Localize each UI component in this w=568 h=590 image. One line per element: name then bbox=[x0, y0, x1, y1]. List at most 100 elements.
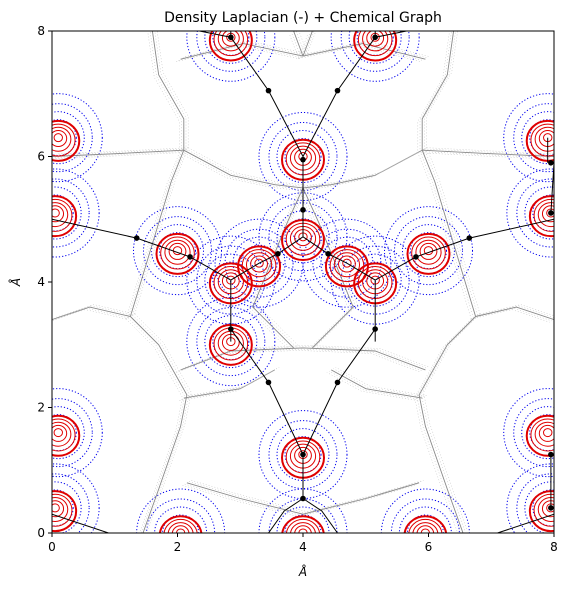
positive-contour bbox=[52, 198, 73, 232]
gradient-paths bbox=[52, 31, 554, 533]
gradient-path bbox=[127, 32, 182, 318]
positive-contour bbox=[408, 518, 443, 533]
bond-path bbox=[374, 218, 554, 281]
gradient-path bbox=[132, 315, 190, 532]
positive-contour bbox=[160, 236, 195, 270]
bond-critical-point bbox=[413, 254, 419, 260]
gradient-path bbox=[128, 317, 185, 533]
gradient-path bbox=[248, 190, 299, 351]
positive-contour bbox=[155, 232, 200, 275]
bond-critical-point bbox=[548, 451, 554, 458]
critical-points bbox=[133, 34, 554, 511]
positive-contour bbox=[158, 515, 203, 533]
positive-contour bbox=[534, 421, 554, 447]
negative-contour bbox=[258, 112, 348, 201]
bond-paths bbox=[52, 31, 554, 533]
gradient-path bbox=[424, 31, 479, 316]
negative-contour bbox=[513, 398, 554, 468]
bond-critical-point bbox=[187, 254, 193, 260]
gradient-path bbox=[132, 31, 187, 316]
negative-contour bbox=[302, 218, 392, 308]
negative-contour bbox=[52, 93, 103, 183]
bond-critical-point bbox=[548, 210, 554, 216]
positive-contour bbox=[254, 258, 264, 268]
gradient-path bbox=[426, 31, 481, 315]
negative-contour bbox=[348, 253, 402, 307]
gradient-path bbox=[307, 185, 358, 346]
gradient-separatrix bbox=[52, 306, 131, 321]
positive-contour bbox=[241, 249, 277, 283]
positive-contour bbox=[324, 245, 369, 288]
gradient-separatrix bbox=[422, 149, 554, 157]
negative-contour bbox=[516, 178, 554, 248]
bond-path bbox=[550, 162, 554, 214]
positive-contour bbox=[538, 424, 554, 442]
gradient-path bbox=[419, 32, 474, 318]
gradient-path bbox=[333, 368, 425, 398]
negative-contour bbox=[506, 463, 554, 533]
negative-contour bbox=[529, 119, 554, 157]
negative-contour bbox=[406, 514, 444, 533]
positive-contour bbox=[52, 126, 72, 152]
gradient-path bbox=[300, 188, 352, 350]
positive-contour bbox=[342, 258, 352, 268]
bond-critical-point bbox=[466, 235, 473, 241]
bond-critical-point bbox=[334, 87, 341, 94]
positive-contour bbox=[52, 490, 78, 533]
negative-contour bbox=[268, 122, 338, 191]
negative-contour bbox=[52, 388, 103, 478]
y-axis-ticks: 0 2 4 6 8 bbox=[37, 24, 52, 540]
negative-contour bbox=[196, 245, 266, 315]
negative-contour bbox=[394, 216, 463, 286]
gradient-path bbox=[125, 33, 180, 320]
positive-contour bbox=[294, 525, 312, 533]
gradient-path bbox=[417, 152, 550, 160]
positive-contour bbox=[537, 202, 554, 228]
y-tick-label: 0 bbox=[37, 526, 45, 540]
negative-contour bbox=[52, 463, 100, 533]
positive-contour bbox=[52, 503, 60, 513]
positive-contour bbox=[52, 493, 73, 527]
positive-contour bbox=[168, 242, 187, 260]
gradient-path bbox=[326, 372, 418, 401]
y-tick-label: 8 bbox=[37, 24, 45, 38]
bond-critical-point bbox=[372, 326, 378, 332]
negative-contour bbox=[398, 506, 452, 533]
positive-contour bbox=[419, 242, 438, 260]
gradient-path bbox=[304, 186, 356, 347]
positive-contour bbox=[528, 195, 554, 238]
bond-path bbox=[302, 31, 376, 157]
x-tick-label: 8 bbox=[550, 540, 558, 554]
gradient-path bbox=[328, 370, 421, 400]
gradient-separatrix bbox=[252, 187, 304, 349]
negative-contour bbox=[52, 489, 74, 527]
gradient-separatrix bbox=[186, 482, 420, 515]
bond-critical-point bbox=[300, 495, 306, 502]
negative-contour bbox=[410, 232, 447, 270]
negative-contour bbox=[284, 514, 322, 533]
bond-path bbox=[230, 31, 304, 157]
negative-contour bbox=[52, 168, 100, 258]
negative-contour bbox=[52, 186, 82, 240]
negative-contour bbox=[284, 436, 322, 474]
negative-contour bbox=[328, 244, 366, 282]
negative-contour bbox=[524, 186, 554, 240]
negative-contour bbox=[503, 93, 554, 183]
positive-contour bbox=[52, 500, 65, 518]
positive-contour bbox=[53, 428, 63, 438]
bond-path bbox=[230, 236, 304, 281]
positive-contour bbox=[52, 195, 78, 238]
bond-critical-point bbox=[265, 87, 272, 94]
negative-contour bbox=[52, 398, 93, 468]
bond-path bbox=[375, 31, 407, 38]
negative-contour bbox=[52, 111, 85, 165]
gradient-path bbox=[417, 33, 472, 320]
negative-contour bbox=[212, 261, 250, 299]
gradient-path bbox=[250, 188, 302, 350]
bond-path bbox=[52, 218, 232, 281]
bond-critical-point bbox=[300, 451, 306, 458]
bond-critical-point bbox=[228, 34, 234, 41]
positive-contour bbox=[530, 418, 554, 452]
negative-contour bbox=[356, 261, 394, 299]
